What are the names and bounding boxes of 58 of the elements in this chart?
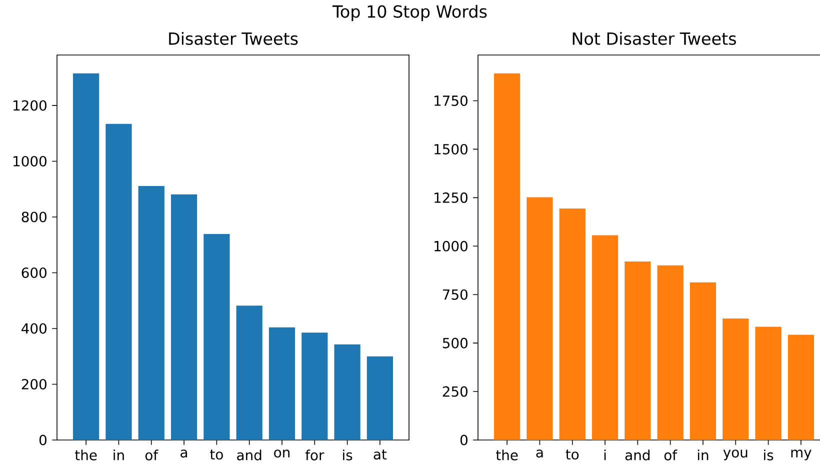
y-tick-label: 600 [22, 267, 46, 278]
chart-title: Not Disaster Tweets [572, 32, 736, 45]
bar [73, 73, 100, 440]
bar [138, 186, 164, 440]
bar [106, 124, 132, 440]
y-tick-label: 0 [39, 434, 46, 446]
bar [268, 327, 296, 440]
bar [559, 208, 586, 440]
y-tick-label: 800 [22, 212, 46, 222]
bar [722, 318, 749, 440]
x-tick-label: at [374, 450, 387, 460]
x-tick-label: in [698, 450, 708, 460]
bar [690, 282, 716, 440]
x-tick-label: a [180, 450, 188, 458]
bar [592, 235, 618, 440]
x-tick-label: of [145, 450, 158, 460]
y-tick-label: 1200 [14, 100, 46, 111]
bar [526, 197, 553, 440]
y-tick-label: 0 [460, 434, 468, 446]
x-tick-label: of [664, 450, 678, 460]
y-tick-label: 200 [22, 378, 46, 390]
x-tick-label: and [625, 450, 650, 460]
y-tick-label: 1750 [434, 95, 468, 106]
bar [302, 332, 328, 440]
x-tick-label: for [305, 450, 324, 460]
y-tick-label: 400 [22, 323, 46, 334]
y-tick-label: 1000 [434, 240, 468, 252]
x-tick-label: in [114, 450, 124, 460]
bar [494, 73, 520, 440]
y-tick-label: 1000 [14, 156, 46, 166]
bar [334, 344, 360, 440]
x-tick-label: i [604, 450, 606, 460]
x-tick-label: you [723, 450, 748, 460]
bar [170, 194, 198, 440]
x-tick-label: a [536, 450, 543, 458]
y-tick-label: 1500 [434, 144, 468, 154]
bar [236, 306, 262, 440]
x-tick-label: and [237, 450, 262, 460]
y-tick-label: 500 [442, 338, 468, 348]
x-tick-label: the [496, 450, 518, 460]
x-tick-label: is [764, 450, 774, 460]
x-tick-label: to [210, 450, 223, 460]
bar [366, 356, 394, 440]
chart-title: Disaster Tweets [169, 32, 298, 45]
bar [755, 326, 782, 440]
y-tick-label: 1250 [434, 192, 468, 203]
x-tick-label: to [566, 450, 579, 460]
bar [657, 265, 684, 440]
bar [788, 334, 814, 440]
text: Top 10 Stop Words [332, 4, 487, 22]
y-tick-label: 750 [443, 289, 468, 300]
x-tick-label: the [75, 450, 97, 460]
x-tick-label: is [343, 450, 352, 460]
bar [204, 234, 230, 440]
bar [624, 261, 651, 440]
x-tick-label: my [791, 450, 812, 460]
y-tick-label: 250 [442, 386, 468, 397]
x-tick-label: on [274, 450, 290, 458]
